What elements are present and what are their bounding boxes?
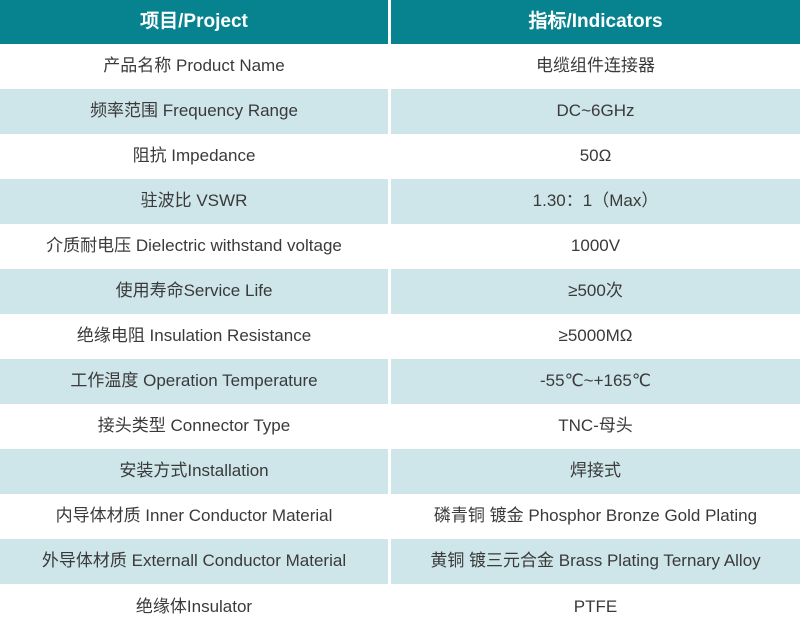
column-divider	[388, 449, 391, 494]
column-divider	[388, 179, 391, 224]
table-body: 产品名称 Product Name 电缆组件连接器 频率范围 Frequency…	[0, 44, 800, 630]
indicator-cell: -55℃~+165℃	[391, 359, 800, 404]
project-cell: 绝缘电阻 Insulation Resistance	[0, 314, 388, 359]
column-divider	[388, 269, 391, 314]
indicator-cell: 1000V	[391, 224, 800, 269]
project-cell: 安装方式Installation	[0, 449, 388, 494]
column-divider	[388, 89, 391, 134]
column-divider	[388, 44, 391, 89]
indicator-cell: ≥500次	[391, 269, 800, 314]
indicator-cell: 黄铜 镀三元合金 Brass Plating Ternary Alloy	[391, 539, 800, 584]
table-row: 绝缘电阻 Insulation Resistance ≥5000MΩ	[0, 314, 800, 359]
header-cell-project: 项目/Project	[0, 0, 388, 44]
indicator-cell: 1.30：1（Max）	[391, 179, 800, 224]
indicator-cell: ≥5000MΩ	[391, 314, 800, 359]
column-divider	[388, 314, 391, 359]
project-cell: 绝缘体Insulator	[0, 584, 388, 630]
column-divider	[388, 494, 391, 539]
column-divider	[388, 584, 391, 630]
project-cell: 内导体材质 Inner Conductor Material	[0, 494, 388, 539]
table-row: 接头类型 Connector Type TNC-母头	[0, 404, 800, 449]
project-cell: 接头类型 Connector Type	[0, 404, 388, 449]
column-divider	[388, 0, 391, 44]
column-divider	[388, 134, 391, 179]
project-cell: 介质耐电压 Dielectric withstand voltage	[0, 224, 388, 269]
project-cell: 使用寿命Service Life	[0, 269, 388, 314]
table-row: 安装方式Installation 焊接式	[0, 449, 800, 494]
column-divider	[388, 359, 391, 404]
indicator-cell: PTFE	[391, 584, 800, 630]
project-cell: 阻抗 Impedance	[0, 134, 388, 179]
indicator-cell: TNC-母头	[391, 404, 800, 449]
project-cell: 外导体材质 Externall Conductor Material	[0, 539, 388, 584]
table-row: 外导体材质 Externall Conductor Material 黄铜 镀三…	[0, 539, 800, 584]
table-row: 阻抗 Impedance 50Ω	[0, 134, 800, 179]
indicator-cell: 电缆组件连接器	[391, 44, 800, 89]
table-row: 频率范围 Frequency Range DC~6GHz	[0, 89, 800, 134]
header-cell-indicators: 指标/Indicators	[391, 0, 800, 44]
indicator-cell: DC~6GHz	[391, 89, 800, 134]
table-row: 产品名称 Product Name 电缆组件连接器	[0, 44, 800, 89]
table-row: 工作温度 Operation Temperature -55℃~+165℃	[0, 359, 800, 404]
table-row: 绝缘体Insulator PTFE	[0, 584, 800, 630]
project-cell: 产品名称 Product Name	[0, 44, 388, 89]
column-divider	[388, 224, 391, 269]
table-row: 驻波比 VSWR 1.30：1（Max）	[0, 179, 800, 224]
column-divider	[388, 539, 391, 584]
indicator-cell: 50Ω	[391, 134, 800, 179]
table-row: 介质耐电压 Dielectric withstand voltage 1000V	[0, 224, 800, 269]
indicator-cell: 焊接式	[391, 449, 800, 494]
project-cell: 工作温度 Operation Temperature	[0, 359, 388, 404]
column-divider	[388, 404, 391, 449]
table-row: 内导体材质 Inner Conductor Material 磷青铜 镀金 Ph…	[0, 494, 800, 539]
indicator-cell: 磷青铜 镀金 Phosphor Bronze Gold Plating	[391, 494, 800, 539]
table-row: 使用寿命Service Life ≥500次	[0, 269, 800, 314]
project-cell: 频率范围 Frequency Range	[0, 89, 388, 134]
table-header-row: 项目/Project 指标/Indicators	[0, 0, 800, 44]
project-cell: 驻波比 VSWR	[0, 179, 388, 224]
